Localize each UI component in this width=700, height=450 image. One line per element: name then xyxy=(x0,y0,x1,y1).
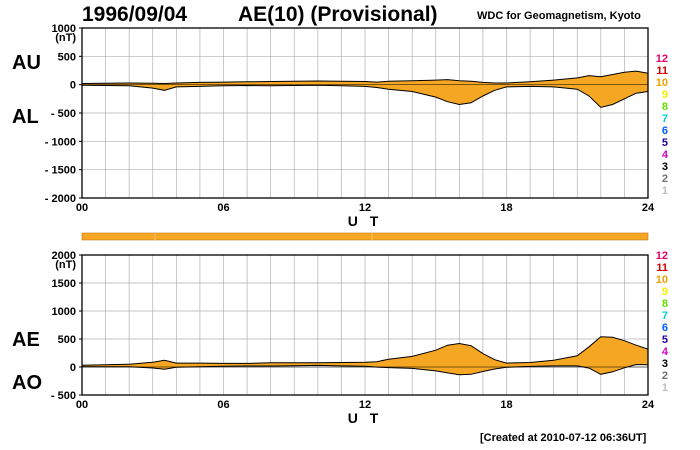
legend-station-count: 10 xyxy=(656,274,668,286)
legend-station-count: 2 xyxy=(662,173,668,185)
legend-station-count: 5 xyxy=(662,137,668,149)
legend-station-count: 4 xyxy=(662,346,669,358)
x-axis-label: U T xyxy=(348,410,383,426)
legend-station-count: 1 xyxy=(662,382,668,394)
y-tick-label: - 500 xyxy=(51,108,76,120)
legend-station-count: 1 xyxy=(662,185,668,197)
x-tick-label: 24 xyxy=(642,399,655,411)
x-tick-label: 06 xyxy=(217,202,229,214)
series-area xyxy=(82,336,648,375)
y-tick-label: - 1500 xyxy=(45,165,76,177)
index-label-ao: AO xyxy=(12,372,42,394)
series-line-al xyxy=(81,84,649,108)
index-label-au: AU xyxy=(12,52,41,74)
legend-station-count: 8 xyxy=(662,101,668,113)
legend-station-count: 10 xyxy=(656,77,668,89)
x-tick-label: 00 xyxy=(76,399,88,411)
x-axis-label: U T xyxy=(348,213,383,229)
y-tick-label: 1500 xyxy=(52,278,76,290)
y-tick-label: - 1000 xyxy=(45,136,76,148)
y-tick-label: 1000 xyxy=(52,306,76,318)
legend-station-count: 6 xyxy=(662,322,668,334)
legend-station-count: 9 xyxy=(662,286,668,298)
x-tick-label: 12 xyxy=(359,399,371,411)
legend-station-count: 9 xyxy=(662,89,668,101)
chart-title: AE(10) (Provisional) xyxy=(238,3,438,26)
y-tick-label: 2000 xyxy=(52,250,76,262)
created-timestamp: [Created at 2010-07-12 06:36UT] xyxy=(480,432,647,444)
legend-station-count: 6 xyxy=(662,125,668,137)
legend-station-count: 7 xyxy=(662,310,668,322)
panel-au-al xyxy=(79,27,649,199)
legend-station-count: 5 xyxy=(662,334,668,346)
legend-station-count: 11 xyxy=(656,262,668,274)
y-tick-label: 1000 xyxy=(52,23,76,35)
plot-frame xyxy=(81,254,649,396)
panel-ae-ao xyxy=(79,254,649,396)
legend-station-count: 12 xyxy=(656,53,668,65)
data-status-bar xyxy=(81,232,649,241)
legend-station-count: 12 xyxy=(656,250,668,262)
x-tick-label: 18 xyxy=(500,399,512,411)
y-tick-label: - 500 xyxy=(51,390,76,402)
source-label: WDC for Geomagnetism, Kyoto xyxy=(477,10,641,22)
x-tick-label: 24 xyxy=(642,202,655,214)
y-tick-label: - 2000 xyxy=(45,193,76,205)
series-line-au xyxy=(81,70,649,85)
y-tick-label: 500 xyxy=(58,334,76,346)
legend-station-count: 3 xyxy=(662,358,668,370)
index-label-al: AL xyxy=(12,106,39,128)
legend-station-count: 4 xyxy=(662,149,669,161)
x-tick-label: 00 xyxy=(76,202,88,214)
y-tick-label: 0 xyxy=(70,80,76,92)
legend-station-count: 7 xyxy=(662,113,668,125)
legend-station-count: 11 xyxy=(656,65,668,77)
legend-station-count: 2 xyxy=(662,370,668,382)
x-tick-label: 12 xyxy=(359,202,371,214)
unit-label: (nT) xyxy=(55,259,76,271)
y-tick-label: 0 xyxy=(70,362,76,374)
x-tick-label: 06 xyxy=(217,399,229,411)
y-tick-label: 500 xyxy=(58,51,76,63)
date-title: 1996/09/04 xyxy=(82,3,188,26)
legend-station-count: 3 xyxy=(662,161,668,173)
legend-station-count: 8 xyxy=(662,298,668,310)
index-label-ae: AE xyxy=(12,329,40,351)
series-line-ae xyxy=(81,336,649,366)
unit-label: (nT) xyxy=(55,32,76,44)
x-tick-label: 18 xyxy=(500,202,512,214)
